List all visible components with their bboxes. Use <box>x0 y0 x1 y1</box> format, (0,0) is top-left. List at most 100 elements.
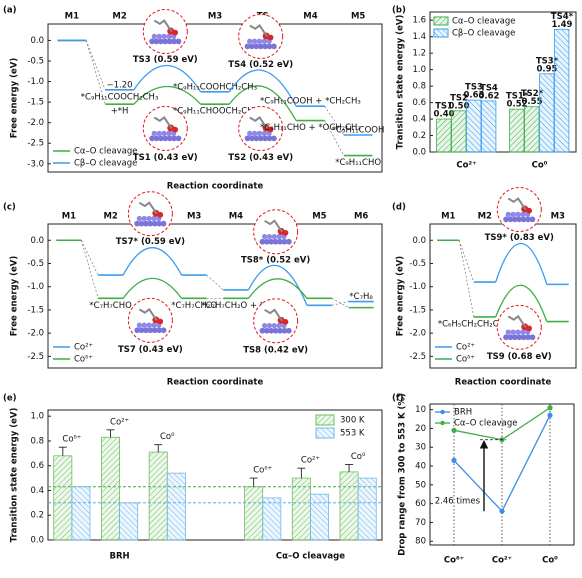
atom-co <box>156 130 162 136</box>
stage-label: M4 <box>229 212 243 222</box>
legend-swatch <box>433 16 449 26</box>
snapshot-circle <box>127 297 173 343</box>
atom-co <box>156 33 162 40</box>
y-axis-title: Free energy (eV) <box>396 256 406 337</box>
legend-label: Co²⁺ <box>74 343 93 353</box>
atom-co <box>138 327 145 334</box>
point <box>451 457 457 463</box>
atom-co <box>257 43 264 50</box>
y-tick-label: -2.0 <box>27 118 44 128</box>
atom-co <box>505 329 511 335</box>
category-label: Coᵟ⁺ <box>253 466 272 476</box>
snapshot-circle <box>496 187 542 233</box>
legend-swatch <box>315 427 335 439</box>
atom-co <box>276 234 282 240</box>
y-tick-label: 0.2 <box>412 131 426 141</box>
y-tick-label: -3.0 <box>27 159 44 169</box>
atom-co <box>247 130 253 136</box>
x-tick-label: Coᵟ⁺ <box>444 556 464 566</box>
atom-co <box>166 38 173 45</box>
y-tick-label: -2.0 <box>409 329 426 339</box>
bar <box>554 28 570 153</box>
legend-swatch <box>315 414 335 426</box>
atom-co <box>151 220 158 227</box>
y-tick-label: -2.5 <box>27 139 44 149</box>
legend-label: Cβ–O cleavage <box>74 159 137 169</box>
value-label: −1.20 <box>107 80 133 90</box>
level-connector <box>458 240 475 283</box>
value-label: 0.62 <box>478 91 499 101</box>
legend-label: Cα–O cleavage <box>454 419 518 429</box>
bar <box>244 486 264 541</box>
panel-label: (d) <box>392 203 406 213</box>
stage-label: M1 <box>62 212 76 222</box>
bar <box>101 436 120 541</box>
atom-co <box>503 334 509 341</box>
atom-co <box>151 215 157 222</box>
level-label: *C₉H₁₁CHO + *OCH₂CH₃ <box>260 123 361 133</box>
atom-co <box>136 322 143 328</box>
bar <box>436 118 452 153</box>
ts-barrier <box>133 64 202 93</box>
bar <box>71 486 91 541</box>
level-label: *C₇H₈ <box>349 292 373 302</box>
atom-co <box>151 130 157 136</box>
atom-co <box>244 135 251 142</box>
ts-barrier <box>228 85 297 121</box>
stage-label: M2 <box>478 212 492 222</box>
x-axis-title: Reaction coordinate <box>167 182 264 192</box>
atom-co <box>175 135 182 142</box>
ts-barrier <box>495 242 548 285</box>
ts-barrier <box>122 277 183 299</box>
level-label: *C₉H₁₁COOHCH₂CH₃ <box>173 82 257 92</box>
ts-barrier <box>122 247 183 276</box>
atom-co <box>244 43 251 50</box>
y-tick-label: 0.6 <box>30 461 44 471</box>
bar <box>148 451 168 541</box>
atom-co <box>271 43 277 50</box>
atom-co <box>529 334 536 341</box>
atom-co <box>520 329 526 335</box>
atom-co <box>261 323 268 329</box>
atom-o <box>157 318 164 325</box>
snapshot-circle <box>238 13 284 59</box>
atom-co <box>143 327 149 334</box>
atom-co <box>266 234 273 240</box>
atom-co <box>520 216 527 223</box>
atom-co <box>262 43 268 50</box>
x-tick-label: Co⁰ <box>542 556 558 566</box>
bar-name: TS3* <box>536 56 559 66</box>
annotation-label: 2.46 times <box>435 497 481 507</box>
point <box>451 427 457 433</box>
y-tick-label: 1.6 <box>412 16 426 26</box>
y-axis-title: Transition state energy (eV) <box>396 15 406 150</box>
legend-label: Coᵟ⁺ <box>74 355 93 365</box>
atom-co <box>149 135 155 142</box>
stage-label: M3 <box>551 212 565 222</box>
y-tick-label: 0.4 <box>30 486 44 496</box>
y-tick-label: -1.5 <box>409 305 426 315</box>
atom-co <box>147 220 154 227</box>
ts-label: TS8 (0.42 eV) <box>243 345 308 355</box>
atom-co <box>134 327 141 334</box>
atom-co <box>249 135 255 142</box>
atom-co <box>516 334 523 341</box>
ts-label: TS9* (0.83 eV) <box>485 233 554 243</box>
category-label: Co²⁺ <box>110 417 129 427</box>
molecule-skeleton <box>264 219 284 233</box>
atom-o <box>267 34 274 41</box>
plot-frame <box>429 11 577 153</box>
molecule-skeleton <box>507 314 527 328</box>
legend-label: 553 K <box>340 429 365 439</box>
x-axis-title: Reaction coordinate <box>455 378 552 388</box>
bar-name: TS4 <box>480 83 498 93</box>
atom-co <box>147 327 154 334</box>
molecule-skeleton <box>138 201 158 215</box>
y-tick-label: 0.0 <box>412 148 426 158</box>
stage-label: M5 <box>312 212 326 222</box>
y-tick-label: 60 <box>415 499 426 509</box>
atom-co <box>281 327 288 334</box>
y-axis-title: Free energy (eV) <box>10 58 20 139</box>
atom-co <box>156 220 163 227</box>
stage-label: M6 <box>354 212 368 222</box>
